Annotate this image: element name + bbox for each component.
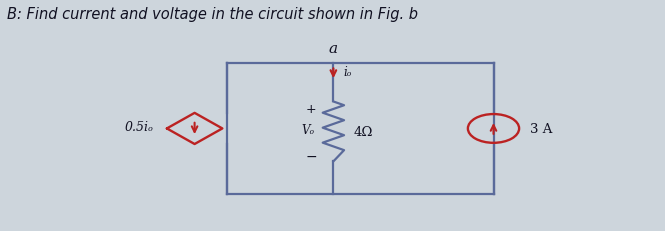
Text: a: a	[329, 42, 338, 56]
Text: B: Find current and voltage in the circuit shown in Fig. b: B: Find current and voltage in the circu…	[7, 7, 418, 22]
Text: −: −	[305, 149, 317, 163]
Text: iₒ: iₒ	[343, 66, 351, 79]
Text: 0.5iₒ: 0.5iₒ	[124, 121, 154, 134]
Text: Vₒ: Vₒ	[301, 124, 315, 137]
Text: 3 A: 3 A	[530, 122, 552, 135]
Text: 4Ω: 4Ω	[354, 125, 373, 138]
Text: +: +	[306, 102, 317, 115]
